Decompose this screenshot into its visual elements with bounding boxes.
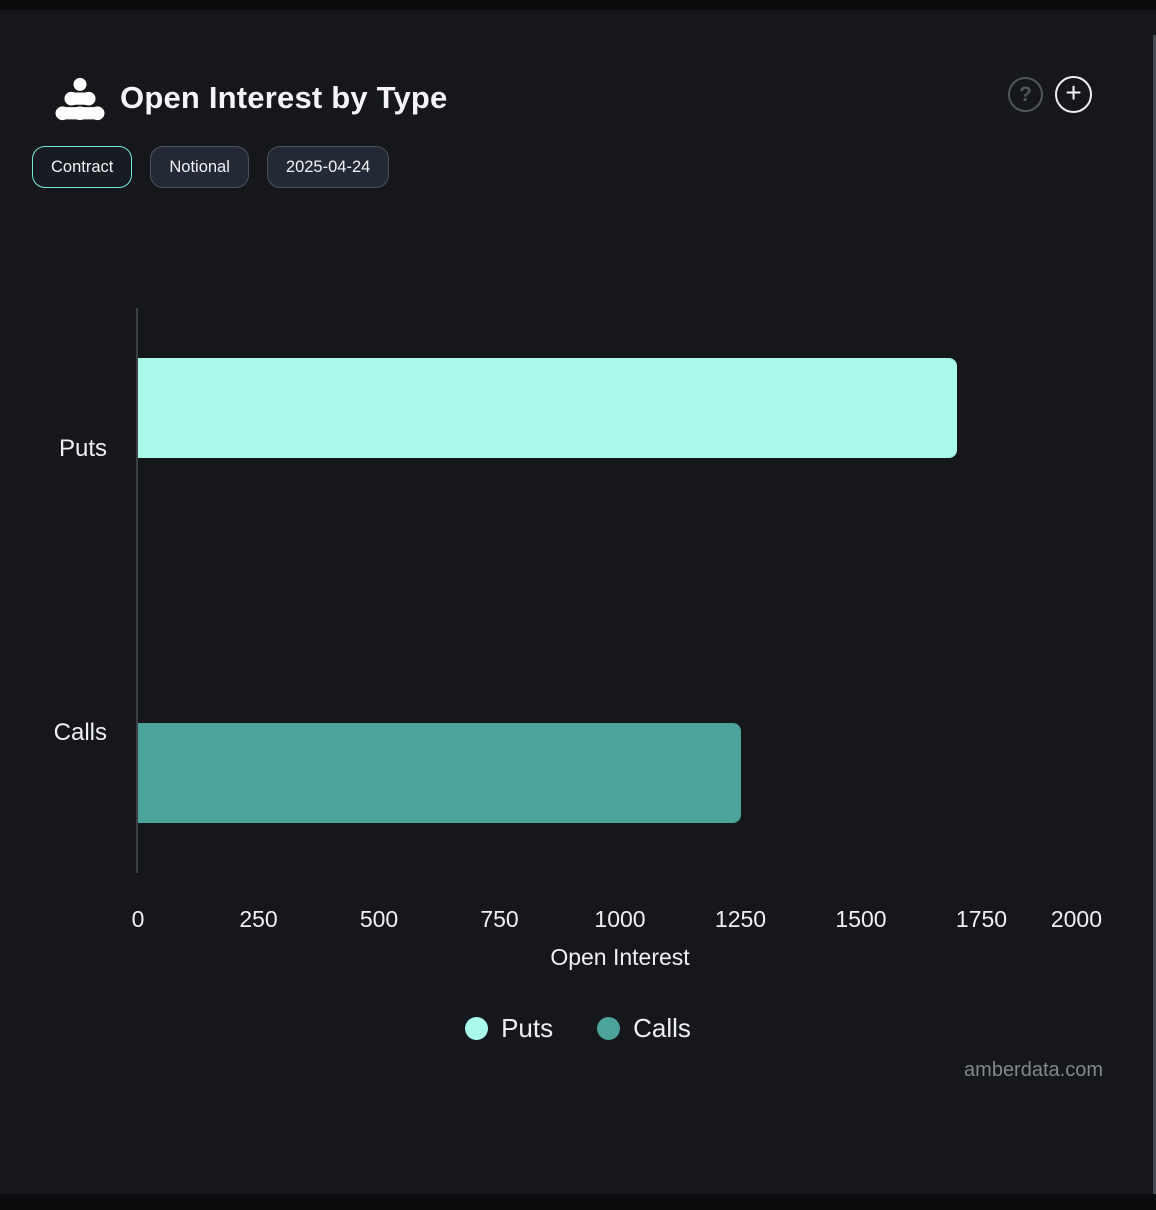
legend-marker-calls (597, 1016, 621, 1040)
x-tick-label-1000: 1000 (594, 906, 646, 932)
x-tick-label-1500: 1500 (835, 906, 887, 932)
page-title: Open Interest by Type (120, 80, 448, 115)
legend-label: Puts (501, 1012, 554, 1043)
y-category-label-calls: Calls (53, 719, 107, 746)
toolbar-button-notional[interactable]: Notional (150, 146, 249, 188)
watermark: amberdata.com (964, 1059, 1103, 1081)
toolbar-button-contract[interactable]: Contract (32, 146, 133, 188)
help-icon[interactable]: ? (1008, 77, 1043, 112)
amberdata-logo-icon (54, 77, 106, 126)
help-glyph: ? (1019, 82, 1032, 106)
y-category-label-puts: Puts (58, 435, 107, 462)
x-tick-label-750: 750 (480, 906, 519, 932)
x-tick-label-1250: 1250 (714, 906, 767, 932)
bar-calls (138, 723, 741, 823)
toolbar-button-2025-04-24[interactable]: 2025-04-24 (266, 146, 390, 188)
x-tick-label-250: 250 (239, 906, 278, 932)
x-tick-label-0: 0 (131, 906, 145, 932)
legend-label: Calls (633, 1012, 691, 1043)
legend: Puts Calls (0, 1012, 1156, 1044)
scrollbar[interactable] (1153, 35, 1156, 1210)
viewport-edge-top (0, 0, 1156, 10)
x-tick-label-2000: 2000 (1050, 906, 1102, 932)
legend-item-puts[interactable]: Puts (465, 1013, 553, 1044)
x-tick-label-500: 500 (359, 906, 399, 932)
viewport-edge-bottom (0, 1194, 1156, 1210)
add-icon[interactable]: + (1055, 76, 1092, 113)
legend-item-calls[interactable]: Calls (597, 1013, 691, 1044)
bar-puts (138, 358, 958, 458)
legend-marker-puts (465, 1016, 489, 1040)
x-axis-title: Open Interest (550, 944, 690, 970)
y-axis-line (136, 308, 138, 873)
toolbar: Contract Notional 2025-04-24 (32, 146, 390, 188)
x-tick-label-1750: 1750 (955, 906, 1008, 932)
